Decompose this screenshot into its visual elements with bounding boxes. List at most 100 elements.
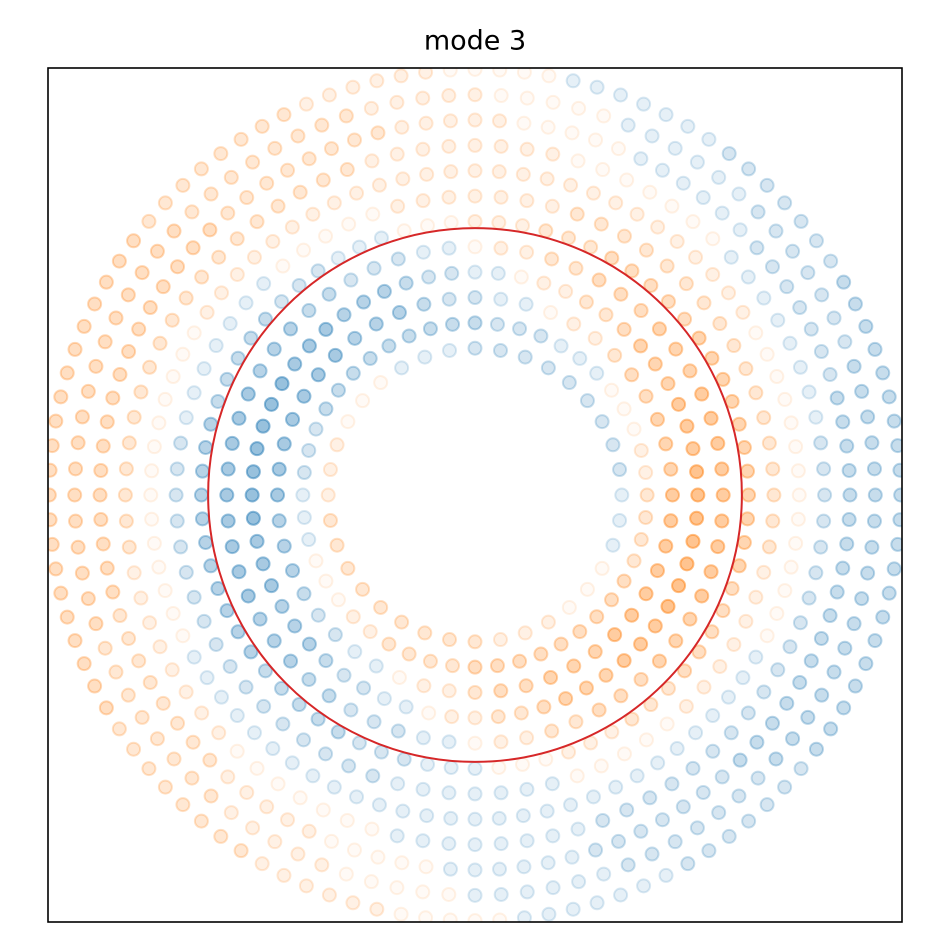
point <box>823 253 839 269</box>
point <box>536 275 552 291</box>
point <box>322 462 338 478</box>
point <box>196 613 212 629</box>
point <box>540 119 556 135</box>
point <box>249 533 265 549</box>
point <box>193 813 209 829</box>
point <box>689 820 705 836</box>
point <box>519 884 535 900</box>
point <box>836 700 852 716</box>
point <box>186 589 202 605</box>
point <box>533 646 549 662</box>
point <box>543 305 559 321</box>
point <box>545 828 561 844</box>
point <box>285 411 301 427</box>
point <box>764 715 780 731</box>
point <box>287 356 303 372</box>
point <box>67 341 83 357</box>
point <box>343 272 359 288</box>
point <box>274 294 290 310</box>
point <box>588 132 604 148</box>
point <box>688 249 704 265</box>
point <box>829 390 845 406</box>
point <box>155 695 171 711</box>
point <box>493 785 509 801</box>
point <box>543 669 559 685</box>
point <box>144 463 160 479</box>
point <box>164 312 180 328</box>
point <box>813 539 829 555</box>
point <box>291 277 307 293</box>
point <box>658 538 674 554</box>
point <box>231 564 247 580</box>
point <box>390 251 406 267</box>
point <box>93 512 109 528</box>
point <box>629 768 645 784</box>
point <box>95 438 111 454</box>
point <box>540 614 556 630</box>
point <box>512 321 528 337</box>
point <box>826 664 842 680</box>
point <box>421 269 437 285</box>
point <box>224 435 240 451</box>
point <box>769 605 785 621</box>
point <box>330 592 346 608</box>
point <box>639 487 655 503</box>
point <box>761 539 777 555</box>
point <box>349 789 365 805</box>
point <box>741 161 757 177</box>
point <box>254 856 270 872</box>
point <box>544 251 560 267</box>
point <box>276 436 292 452</box>
point <box>675 175 691 191</box>
point <box>395 803 411 819</box>
point <box>736 535 752 551</box>
point <box>579 393 595 409</box>
point <box>613 688 629 704</box>
point <box>256 698 272 714</box>
point <box>229 231 245 247</box>
point <box>229 266 245 282</box>
point <box>394 855 410 871</box>
point <box>315 172 331 188</box>
point <box>296 465 312 481</box>
point <box>394 614 410 630</box>
point <box>370 849 386 865</box>
point <box>492 68 508 78</box>
point <box>126 741 142 757</box>
point <box>613 286 629 302</box>
point <box>808 233 824 249</box>
point <box>238 679 254 695</box>
point <box>704 350 720 366</box>
point <box>254 118 270 134</box>
point <box>175 797 191 813</box>
point <box>837 334 853 350</box>
point <box>570 821 586 837</box>
axes-frame <box>47 67 903 923</box>
point <box>198 439 214 455</box>
point <box>544 723 560 739</box>
point <box>545 94 561 110</box>
point <box>616 746 632 762</box>
point <box>415 90 431 106</box>
point <box>608 779 624 795</box>
point <box>356 294 372 310</box>
point <box>202 222 218 238</box>
point <box>589 609 605 625</box>
point <box>585 185 601 201</box>
point <box>443 760 459 776</box>
point <box>178 410 194 426</box>
point <box>441 138 457 154</box>
point <box>310 607 326 623</box>
point <box>340 414 356 430</box>
point <box>467 290 483 306</box>
point <box>239 784 255 800</box>
point <box>792 300 808 316</box>
point <box>249 214 265 230</box>
point <box>318 228 334 244</box>
point <box>246 249 262 265</box>
point <box>365 206 381 222</box>
point <box>714 205 730 221</box>
point <box>808 741 824 757</box>
point <box>817 487 833 503</box>
